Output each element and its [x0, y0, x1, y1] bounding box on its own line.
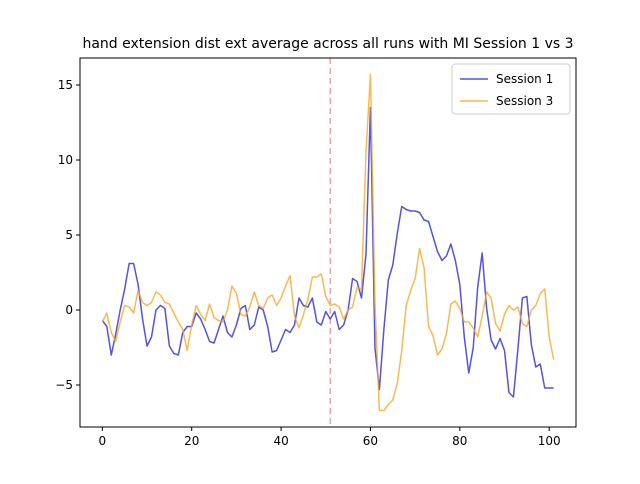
- series-line-2: [101, 73, 555, 412]
- y-tick-label: 15: [58, 78, 73, 92]
- y-tick-label: 0: [65, 303, 73, 317]
- y-tick-label: −5: [55, 378, 73, 392]
- chart-title: hand extension dist ext average across a…: [82, 36, 573, 52]
- x-tick-label: 100: [538, 434, 561, 448]
- x-tick-label: 40: [273, 434, 288, 448]
- legend: Session 1 Session 3: [451, 63, 571, 115]
- y-tick-label: 10: [58, 153, 73, 167]
- x-tick-label: 20: [184, 434, 199, 448]
- x-tick-label: 60: [363, 434, 378, 448]
- plot-frame: [79, 57, 577, 428]
- y-tick-label: 5: [65, 228, 73, 242]
- series-line-1: [101, 106, 554, 398]
- legend-label-2: Session 3: [496, 94, 553, 108]
- legend-label-1: Session 1: [496, 72, 553, 86]
- x-tick-label: 80: [452, 434, 467, 448]
- x-tick-label: 0: [99, 434, 107, 448]
